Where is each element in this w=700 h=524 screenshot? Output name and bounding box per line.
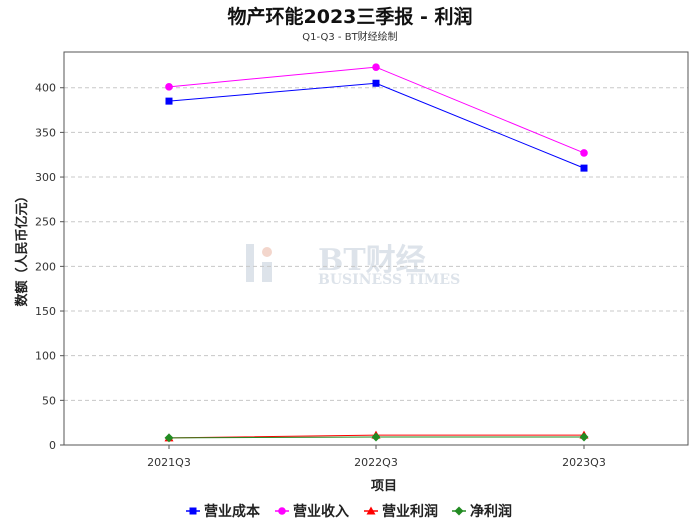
data-point-operating-revenue [580,149,588,157]
y-tick-label: 350 [35,126,56,139]
legend-marker [454,506,464,516]
x-tick-label: 2021Q3 [147,456,191,469]
watermark-main-text: BT财经 [318,243,426,278]
legend-label: 净利润 [470,503,512,520]
watermark-logo-block [262,262,272,282]
series-line-operating-cost [168,82,585,169]
legend-label: 营业收入 [293,503,349,520]
y-axis-title: 数额（人民币亿元） [14,189,30,306]
data-point-operating-cost [580,164,588,172]
series-layer [164,63,589,443]
legend-marker [366,506,376,515]
chart-subtitle: Q1-Q3 - BT财经绘制 [302,32,398,43]
series-operating-revenue [165,63,588,157]
legend-label: 营业成本 [204,503,261,520]
legend-marker [278,507,286,515]
watermark-logo-bar [246,244,254,282]
series-net-profit [164,432,589,443]
x-axis: 2021Q3 2022Q3 2023Q3 [147,445,606,469]
y-axis: 0 50 100 150 200 250 300 350 400 [35,82,64,452]
y-tick-label: 0 [49,439,56,452]
y-tick-label: 150 [35,305,56,318]
y-tick-label: 400 [35,82,56,95]
data-point-operating-cost [372,79,380,87]
chart-title: 物产环能2023三季报 - 利润 [227,6,473,28]
series-operating-cost [165,79,588,172]
x-tick-label: 2023Q3 [562,456,606,469]
legend-marker [189,507,197,515]
watermark-sub-text: BUSINESS TIMES [318,272,460,288]
data-point-operating-revenue [372,63,380,71]
watermark: BT财经 BUSINESS TIMES [246,243,460,288]
x-tick-label: 2022Q3 [354,456,398,469]
data-point-net-profit [579,432,589,442]
grid [64,87,688,401]
watermark-logo-dot [262,247,272,257]
legend-label: 营业利润 [382,503,438,520]
y-tick-label: 100 [35,350,56,363]
y-tick-label: 200 [35,260,56,273]
data-point-net-profit [164,433,174,443]
data-point-operating-cost [165,97,173,105]
legend: 营业成本 营业收入 营业利润 净利润 [186,503,512,520]
y-tick-label: 250 [35,216,56,229]
data-point-net-profit [371,432,381,442]
data-point-operating-revenue [165,83,173,91]
x-axis-title: 项目 [371,479,397,494]
y-tick-label: 300 [35,171,56,184]
y-tick-label: 50 [42,394,56,407]
